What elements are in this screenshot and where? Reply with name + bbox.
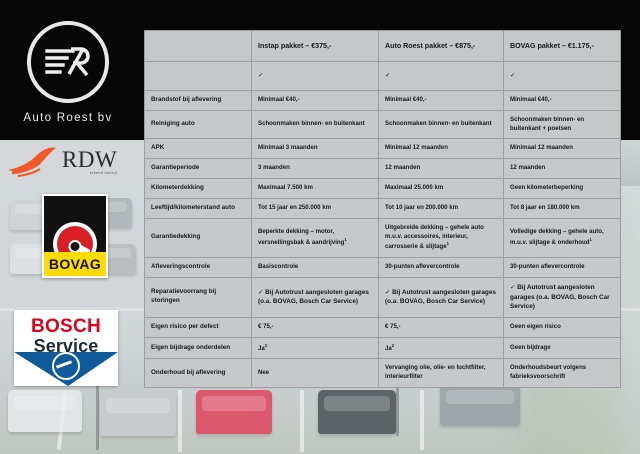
row-feature-label: Afleveringscontrole	[144, 256, 252, 278]
row-feature-label	[144, 61, 252, 91]
bosch-service-label: Service	[33, 336, 99, 356]
row-feature-label: APK	[144, 138, 252, 160]
cell-auto-roest: 12 maanden	[378, 158, 504, 180]
bosch-label: BOSCH	[30, 316, 102, 337]
cell-instap: Tot 15 jaar en 250.000 km	[251, 198, 379, 219]
cell-instap: 3 maanden	[251, 158, 379, 180]
parking-lane-line	[420, 390, 424, 450]
cell-bovag: Geen kilometerbeperking	[503, 178, 621, 200]
cell-bovag: 30-punten aflevercontrole	[503, 256, 621, 278]
cell-auto-roest: Minimaal €40,-	[378, 90, 504, 111]
table-row: Onderhoud bij aflevering Nee Vervanging ol…	[144, 358, 621, 388]
cell-instap: Basiscontrole	[251, 256, 379, 278]
auto-roest-r-monogram-icon	[27, 20, 109, 103]
cell-auto-roest: Tot 10 jaar en 200.000 km	[378, 198, 504, 219]
cell-auto-roest: Ja2	[378, 336, 504, 360]
cell-bovag: Minimaal €40,-	[503, 90, 621, 111]
row-feature-label: Onderhoud bij aflevering	[144, 358, 252, 388]
rdw-flame-icon	[8, 147, 56, 178]
cell-bovag: ✓ Bij Autotrust aangesloten garages (o.a…	[503, 276, 621, 318]
cell-instap: Minimaal €40,-	[251, 90, 379, 111]
cell-auto-roest: Minimaal 12 maanden	[378, 138, 504, 160]
table-row: Reiniging auto Schoonmaken binnen- en bui…	[144, 109, 621, 140]
parked-car	[440, 384, 520, 426]
cell-instap: Nee	[251, 358, 379, 388]
table-row: APK Minimaal 3 maanden Minimaal 12 maanden…	[144, 138, 621, 160]
bovag-badge: BOVAG	[42, 194, 108, 278]
company-name: Auto Roest bv	[23, 111, 113, 124]
rdw-label: RDW	[62, 146, 118, 172]
cell-bovag: Geen bijdrage	[503, 336, 621, 360]
cell-bovag: Geen eigen risico	[503, 316, 621, 338]
column-header-auto-roest: Auto Roest pakket – €875,-	[378, 30, 504, 62]
row-feature-label: Eigen risico per defect	[144, 316, 252, 338]
package-comparison-table-wrapper: Instap pakket – €375,- Auto Roest pakket…	[144, 30, 621, 388]
cell-instap: Schoonmaken binnen- en buitenkant	[251, 109, 379, 140]
cell-instap: Ja2	[251, 336, 379, 360]
cell-auto-roest: ✓ Bij Autotrust aangesloten garages (o.a…	[378, 276, 504, 318]
row-feature-label: Kilometerdekking	[144, 178, 252, 200]
company-logo-panel: Auto Roest bv	[0, 0, 136, 140]
lamp-post	[96, 330, 99, 450]
table-row: Eigen risico per defect € 75,- € 75,- Geen …	[144, 316, 621, 338]
row-feature-label: Leeftijd/kilometerstand auto	[144, 198, 252, 219]
parked-car	[8, 390, 82, 432]
table-row: Reparatievoorrang bij storingen ✓ Bij Aut…	[144, 276, 621, 318]
bovag-wheel-icon: BOVAG	[44, 196, 106, 276]
table-row: Garantieperiode 3 maanden 12 maanden 12 maa…	[144, 158, 621, 180]
cell-auto-roest: Vervanging olie, olie- en luchtfilter, i…	[378, 358, 504, 388]
package-comparison-table: Instap pakket – €375,- Auto Roest pakket…	[144, 30, 621, 388]
row-feature-label: Brandstof bij aflevering	[144, 90, 252, 111]
cell-bovag: ✓	[503, 61, 621, 91]
cell-bovag: Schoonmaken binnen- en buitenkant + poet…	[503, 109, 621, 140]
cell-bovag: Onderhoudsbeurt volgens fabrieksvoorschr…	[503, 358, 621, 388]
row-feature-label: Eigen bijdrage onderdelen	[144, 336, 252, 360]
lamp-post	[396, 340, 399, 436]
parked-car	[318, 390, 396, 434]
bosch-armature-icon	[52, 352, 80, 380]
rdw-sublabel: erkend bedrijf	[89, 170, 118, 175]
cell-auto-roest: € 75,-	[378, 316, 504, 338]
cell-auto-roest: Uitgebreide dekking – gehele auto m.u.v.…	[378, 217, 504, 258]
cell-instap: € 75,-	[251, 316, 379, 338]
table-row: Brandstof bij aflevering Minimaal €40,- Mi…	[144, 90, 621, 111]
cell-instap: Minimaal 3 maanden	[251, 138, 379, 160]
cell-bovag: Minimaal 12 maanden	[503, 138, 621, 160]
table-body: ✓ ✓ ✓ Brandstof bij aflevering Minimaal €40,…	[144, 61, 621, 388]
column-header-instap: Instap pakket – €375,-	[251, 30, 379, 62]
table-row: Afleveringscontrole Basiscontrole 30-punte…	[144, 256, 621, 278]
cell-instap: Beperkte dekking – motor, versnellingsba…	[251, 217, 379, 258]
column-header-feature	[144, 30, 252, 62]
row-feature-label: Reparatievoorrang bij storingen	[144, 276, 252, 318]
cell-bovag: Tot 8 jaar en 180.000 km	[503, 198, 621, 219]
table-row: Garantiedekking Beperkte dekking – motor,…	[144, 217, 621, 258]
cell-auto-roest: Maximaal 25.000 km	[378, 178, 504, 200]
parked-car	[100, 392, 176, 436]
cell-auto-roest: Schoonmaken binnen- en buitenkant	[378, 109, 504, 140]
cell-bovag: Volledige dekking – gehele auto, m.u.v. …	[503, 217, 621, 258]
table-row: ✓ ✓ ✓	[144, 61, 621, 91]
cell-instap: Maximaal 7.500 km	[251, 178, 379, 200]
parked-car	[196, 390, 272, 434]
cell-instap: ✓ Bij Autotrust aangesloten garages (o.a…	[251, 276, 379, 318]
table-row: Kilometerdekking Maximaal 7.500 km Maximaa…	[144, 178, 621, 200]
cell-instap: ✓	[251, 61, 379, 91]
row-feature-label: Garantiedekking	[144, 217, 252, 258]
column-header-bovag: BOVAG pakket – €1.175,-	[503, 30, 621, 62]
bosch-service-badge: BOSCH Service	[14, 310, 118, 386]
row-feature-label: Reiniging auto	[144, 109, 252, 140]
row-feature-label: Garantieperiode	[144, 158, 252, 180]
cell-auto-roest: 30-punten aflevercontrole	[378, 256, 504, 278]
rdw-badge: RDW erkend bedrijf	[6, 142, 134, 180]
bovag-label: BOVAG	[48, 256, 102, 272]
cell-auto-roest: ✓	[378, 61, 504, 91]
cell-bovag: 12 maanden	[503, 158, 621, 180]
table-row: Eigen bijdrage onderdelen Ja2 Ja2 Geen bijd…	[144, 336, 621, 360]
table-header-row: Instap pakket – €375,- Auto Roest pakket…	[144, 30, 621, 62]
table-row: Leeftijd/kilometerstand auto Tot 15 jaar …	[144, 198, 621, 219]
parking-lane-line	[178, 390, 182, 452]
parking-lane-line	[300, 390, 304, 452]
